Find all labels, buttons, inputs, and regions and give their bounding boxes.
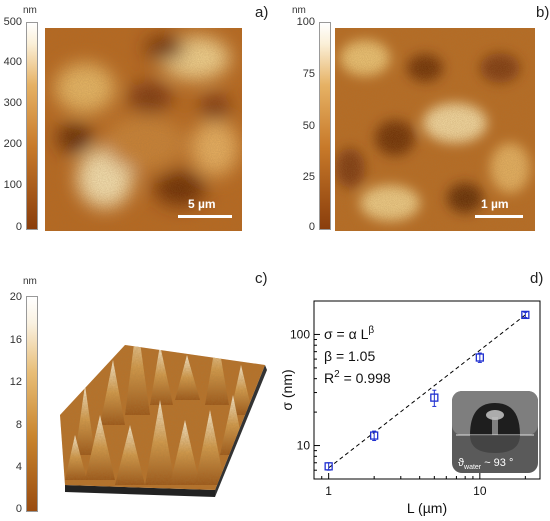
panel-a-label: a) [255,4,269,21]
x-tick-label: 10 [473,484,487,498]
x-tick-label: 1 [325,484,332,498]
panel-b-cbar-tick: 0 [308,221,315,233]
panel-c-cbar-tick: 4 [15,461,22,473]
panel-b-label: b) [536,4,550,21]
data-point [521,310,530,320]
y-tick-label: 10 [297,439,311,453]
afm-texture-a [45,28,242,231]
scale-bar-b-label: 1 µm [481,197,509,211]
panel-c-cbar-tick: 8 [15,419,22,431]
droplet-inset: ϑwater ~ 93 ° [452,391,538,473]
panel-a-cbar-tick: 500 [3,16,22,28]
panel-a-colorbar [26,22,38,230]
data-point [324,462,333,471]
contact-angle-label: ϑwater ~ 93 ° [458,457,513,471]
panel-c-label: c) [255,270,268,287]
scale-bar-a [178,215,232,218]
y-axis-label: σ (nm) [280,369,295,410]
data-point [430,393,439,402]
x-axis-label: L (µm) [407,500,447,516]
panel-b-colorbar [319,22,331,230]
scale-bar-b [475,215,523,218]
panel-a-cbar-tick: 100 [3,179,22,191]
data-point [370,431,379,440]
data-points [324,310,530,471]
panel-a-unit: nm [23,5,37,16]
scale-bar-a-label: 5 µm [188,197,216,211]
panel-b-cbar-tick: 75 [302,68,315,80]
panel-b-unit: nm [292,5,306,16]
y-tick-label: 100 [290,327,310,341]
afm-image-a: 5 µm [45,28,242,231]
panel-c-cbar-tick: 12 [9,376,22,388]
beta-text: β = 1.05 [324,348,375,364]
panel-a-cbar-tick: 200 [3,138,22,150]
r-squared-text: R2 = 0.998 [324,369,391,386]
panel-d-label: d) [530,270,544,287]
afm-3d-surface [60,345,267,497]
panel-c-unit: nm [23,276,37,287]
afm-texture-b [335,28,535,231]
scaling-chart: 1 10 10 100 σ = α Lβ β = 1.05 R2 = 0.998 ϑw… [280,300,541,516]
axis-ticks: 1 10 10 100 [290,300,526,498]
data-point [475,353,484,362]
panel-a-cbar-tick: 300 [3,97,22,109]
panel-c-cbar-tick: 16 [9,334,22,346]
panel-b-cbar-tick: 100 [296,16,315,28]
plot-frame [313,300,541,480]
panel-a-cbar-tick: 400 [3,56,22,68]
panel-a-cbar-tick: 0 [15,221,22,233]
panel-b-cbar-tick: 25 [302,171,315,183]
panel-c-colorbar [26,296,38,512]
afm-image-b: 1 µm [335,28,535,231]
panel-c-cbar-tick: 0 [15,503,22,515]
panel-b-cbar-tick: 50 [302,120,315,132]
equation-text: σ = α Lβ [324,325,374,342]
panel-c-cbar-tick: 20 [9,291,22,303]
